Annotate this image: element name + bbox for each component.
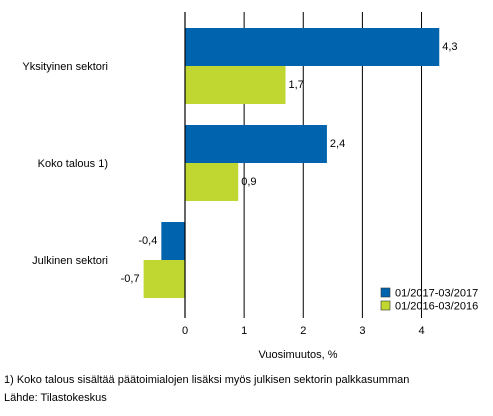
category-label: Julkinen sektori	[32, 255, 108, 267]
data-label: 2,4	[330, 138, 345, 150]
bar	[143, 260, 185, 298]
x-axis-label: Vuosimuutos, %	[258, 349, 337, 361]
legend-swatch	[380, 287, 391, 298]
bar	[185, 28, 440, 66]
legend-swatch	[380, 300, 391, 311]
bar-chart: 4,3 1,7 2,4 0,9 -0,4 -0,7 Yksityinen sektori K…	[22, 12, 478, 361]
bar	[161, 222, 185, 260]
data-label: 0,9	[241, 176, 256, 188]
legend-label: 01/2016-03/2016	[395, 301, 478, 313]
data-label: 4,3	[442, 41, 457, 53]
category-labels: Yksityinen sektori Koko talous 1) Julkinen…	[22, 61, 108, 267]
data-label: -0,4	[138, 235, 157, 247]
bars	[143, 28, 440, 298]
x-tick-label: 2	[300, 325, 306, 337]
x-tick-label: 0	[182, 325, 188, 337]
x-tick-labels: 0 1 2 3 4	[182, 325, 425, 337]
footnote: 1) Koko talous sisältää päätoimialojen l…	[4, 374, 410, 386]
data-label: -0,7	[121, 273, 140, 285]
bar	[185, 66, 286, 104]
x-tick-label: 1	[241, 325, 247, 337]
category-label: Yksityinen sektori	[22, 61, 108, 73]
legend-label: 01/2017-03/2017	[395, 288, 478, 300]
bar	[185, 125, 327, 163]
source-note: Lähde: Tilastokeskus	[4, 392, 107, 404]
bar	[185, 163, 239, 201]
data-label: 1,7	[289, 79, 304, 91]
category-label: Koko talous 1)	[38, 158, 108, 170]
x-tick-label: 4	[418, 325, 424, 337]
value-labels: 4,3 1,7 2,4 0,9 -0,4 -0,7	[121, 41, 458, 285]
x-tick-label: 3	[359, 325, 365, 337]
